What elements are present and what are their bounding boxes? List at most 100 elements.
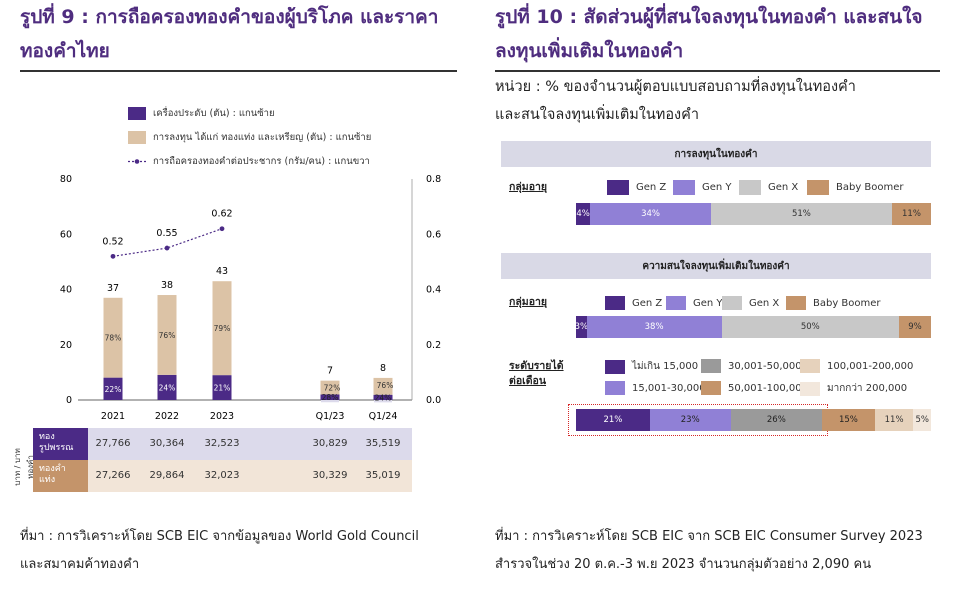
table-cell: 27,766 [95, 438, 131, 449]
age2-legend-item: Gen Y [666, 296, 723, 310]
bar-total-label: 8 [380, 363, 386, 374]
bar-segment: 4% [576, 203, 591, 225]
bar-segment: 51% [710, 203, 892, 225]
table-cell: 30,364 [149, 438, 185, 449]
age2-legend-item: Gen Z [605, 296, 662, 310]
age2-legend-swatch [666, 296, 686, 310]
table-cell: 32,523 [204, 438, 240, 449]
legend-investment-swatch [128, 131, 146, 144]
age2-legend-label: Gen X [749, 297, 780, 309]
table-cell: 29,864 [149, 470, 185, 481]
age2-legend-swatch [605, 296, 625, 310]
figure9-chart: 0 20 40 60 80 0.0 0.2 0.4 0.6 0.8 78% 37 2021 76% 38 20… [60, 174, 441, 422]
bar-segment: 34% [590, 203, 711, 225]
y-tick-label: 40 [60, 285, 72, 296]
income-label-line2: ต่อเดือน [509, 375, 547, 387]
income-legend-label: 30,001-50,000 [728, 360, 802, 372]
bar-jewelry-share-label: 28% [322, 393, 339, 402]
figure9-title-line2: ทองคำไทย [20, 40, 110, 62]
bar-segment: 11% [891, 203, 931, 225]
bar-total-label: 38 [161, 280, 173, 291]
per-capita-point [110, 253, 116, 259]
section2-title: ความสนใจลงทุนเพิ่มเติมในทองคำ [501, 253, 931, 279]
figure9-table: ทอง รูปพรรณ ทองคำ แท่ง บาท / บาททองคำ 27… [13, 428, 412, 492]
y2-tick-label: 0.0 [426, 395, 441, 406]
bar-total-label: 43 [216, 266, 228, 277]
income-legend-label: มากกว่า 200,000 [827, 383, 908, 394]
income-legend-label: 100,001-200,000 [827, 360, 914, 372]
bar-segment: 5% [913, 409, 931, 431]
age1-legend-swatch [607, 180, 629, 195]
bar-segment: 21% [576, 409, 650, 431]
y2-tick-label: 0.8 [426, 174, 441, 185]
income-legend-item: 30,001-50,000 [701, 359, 802, 373]
bar-investment [212, 281, 232, 376]
bar-jewelry [212, 375, 232, 400]
income-legend-item: 100,001-200,000 [800, 359, 913, 373]
bar-jewelry-share-label: 24% [159, 383, 176, 392]
bar-investment-share-label: 72% [324, 384, 341, 393]
bar-investment-share-label: 76% [377, 381, 394, 390]
income-legend-swatch [800, 381, 820, 396]
x-tick-label: 2023 [210, 411, 234, 422]
age1-legend-item: Gen X [739, 180, 798, 195]
bar-segment: 50% [721, 316, 900, 338]
section1-stacked-bar: 4% 34% 51% 11% [576, 203, 931, 225]
figure9-legend: เครื่องประดับ (ตัน) : แกนซ้าย การลงทุน ไ… [128, 104, 448, 174]
per-capita-label: 0.55 [156, 228, 177, 239]
age1-legend-swatch [807, 180, 829, 195]
per-capita-line [112, 228, 223, 257]
income-legend-swatch [605, 359, 625, 374]
bar-segment: 15% [822, 409, 875, 431]
age1-legend-label: Gen Z [636, 182, 667, 193]
age1-legend-item: Gen Y [673, 180, 732, 195]
income-legend-swatch [800, 359, 820, 373]
legend-per-capita-label: การถือครองทองคำต่อประชากร (กรัม/คน) : แก… [153, 156, 370, 167]
age2-legend-item: Baby Boomer [786, 296, 881, 310]
bar-investment [320, 380, 340, 395]
bar-segment: 26% [730, 409, 823, 431]
bar-investment [373, 377, 393, 395]
bar-total-label: 37 [107, 283, 119, 294]
figure9-title-line1: รูปที่ 9 : การถือครองทองคำของผู้บริโภค แ… [20, 6, 439, 28]
y2-tick-label: 0.4 [426, 285, 441, 296]
bar-total-label: 7 [327, 366, 333, 377]
table-row2-header: ทองคำ แท่ง [33, 460, 88, 492]
income-legend-item: มากกว่า 200,000 [800, 381, 907, 396]
income-stacked-bar: 21% 23% 26% 15% 11% 5% [576, 409, 931, 431]
table-cell: 35,019 [365, 470, 401, 481]
bar-investment [157, 295, 177, 375]
bar-jewelry-share-label: 22% [105, 385, 122, 394]
income-legend-label: 50,001-100,000 [728, 382, 808, 394]
table-row1-bg [33, 428, 412, 460]
age1-legend-item: Gen Z [607, 180, 666, 195]
bar-investment [103, 297, 123, 378]
figure10-title-line2: ลงทุนเพิ่มเติมในทองคำ [495, 40, 684, 62]
bar-segment: 9% [899, 316, 931, 338]
bar-jewelry [320, 394, 340, 400]
y2-tick-label: 0.2 [426, 340, 441, 351]
legend-investment-label: การลงทุน ได้แก่ ทองแท่ง และเหรียญ (ตัน) … [153, 132, 372, 143]
y-tick-label: 80 [60, 174, 72, 185]
table-cell: 27,266 [95, 470, 131, 481]
income-legend-label: ไม่เกิน 15,000 [632, 361, 699, 372]
income-legend-swatch [701, 359, 721, 373]
table-row1-header: ทอง รูปพรรณ [33, 428, 88, 460]
bar-jewelry [373, 394, 393, 400]
age1-legend-label: Baby Boomer [836, 182, 904, 193]
bar-segment: 11% [874, 409, 914, 431]
section2-stacked-bar: 3% 38% 50% 9% [575, 316, 931, 338]
figure9-source-line2: และสมาคมค้าทองคำ [20, 557, 140, 572]
age2-legend-label: Baby Boomer [813, 297, 881, 309]
age1-legend-swatch [739, 180, 761, 195]
section1-title: การลงทุนในทองคำ [501, 141, 931, 167]
age1-legend-label: Gen Y [702, 182, 732, 193]
per-capita-point [164, 245, 170, 251]
bar-jewelry [103, 377, 123, 400]
income-legend-item: ไม่เกิน 15,000 [605, 359, 698, 374]
table-axis-label: บาท / บาททองคำ [13, 448, 35, 486]
y-tick-label: 60 [60, 229, 72, 240]
table-row2-bg [33, 460, 412, 492]
legend-jewelry-label: เครื่องประดับ (ตัน) : แกนซ้าย [153, 108, 275, 119]
figure10-title-rule [495, 70, 940, 72]
